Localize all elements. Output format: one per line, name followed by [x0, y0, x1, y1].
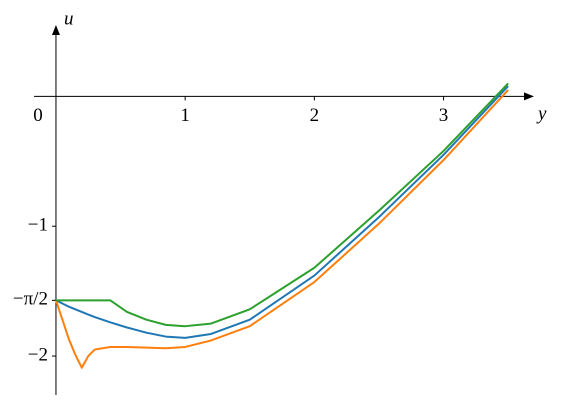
x-tick-label: 1	[180, 105, 190, 126]
x-tick-label: 3	[439, 105, 449, 126]
x-axis-arrow	[524, 92, 534, 101]
y-tick-label: −2	[28, 344, 48, 365]
series-line	[55, 85, 509, 339]
y-tick-label: −1	[28, 215, 48, 236]
y-axis-label: u	[64, 8, 74, 29]
y-axis-arrow	[51, 25, 60, 35]
x-tick-label: 2	[310, 105, 320, 126]
x-tick-label: 0	[33, 105, 43, 126]
y-tick-label: −π/2	[13, 289, 48, 310]
series-line	[55, 89, 509, 369]
x-axis-label: y	[536, 103, 547, 124]
series-line	[55, 82, 509, 328]
